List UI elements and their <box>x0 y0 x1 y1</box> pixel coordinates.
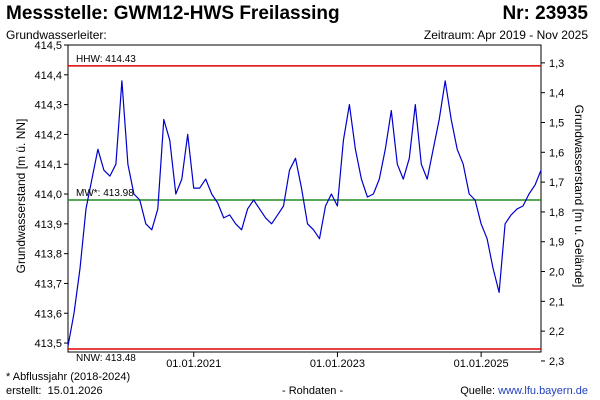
station-number: Nr: 23935 <box>502 3 588 24</box>
raw-data-label: - Rohdaten - <box>282 385 344 397</box>
y-tick-label-right: 1,3 <box>549 58 564 70</box>
y-tick-label-right: 1,6 <box>549 147 564 159</box>
aquifer-label: Grundwasserleiter: <box>6 28 107 42</box>
y-tick-label-right: 1,9 <box>549 237 564 249</box>
x-tick-label: 01.01.2023 <box>310 358 365 370</box>
y-tick-label-left: 414,2 <box>34 129 62 141</box>
y-tick-label-right: 1,8 <box>549 207 564 219</box>
source-label: Quelle: <box>460 385 496 397</box>
y-tick-label-left: 414,3 <box>34 100 62 112</box>
y-tick-label-right: 2,2 <box>549 326 564 338</box>
series-line-0 <box>67 80 542 347</box>
y-tick-label-left: 413,9 <box>34 219 62 231</box>
period-label: Zeitraum: Apr 2019 - Nov 2025 <box>423 28 588 42</box>
y-tick-label-left: 414,0 <box>34 189 62 201</box>
created-date: 15.01.2026 <box>47 385 103 397</box>
nnw-label: NNW: 413.48 <box>76 353 136 364</box>
created-label: erstellt: <box>6 385 42 397</box>
hhw-label: HHW: 414.43 <box>76 54 136 65</box>
y-tick-label-right: 2,3 <box>549 356 564 368</box>
series-layer <box>67 80 542 347</box>
y-tick-label-right: 2,1 <box>549 296 564 308</box>
source-info: Quelle: www.lfu.bayern.de <box>460 385 588 397</box>
y-tick-label-left: 413,7 <box>34 278 62 290</box>
reference-lines: HHW: 414.43 MW*: 413.98 NNW: 413.48 <box>68 54 541 364</box>
created-info: erstellt: 15.01.2026 <box>6 385 103 397</box>
plot-frame <box>67 44 542 353</box>
y-axis-label-right: Grundwasserstand [m u. Gelände] <box>572 105 586 288</box>
y-tick-label-right: 1,5 <box>549 117 564 129</box>
plot-area <box>67 44 542 353</box>
y-axis-label-left: Grundwasserstand [m ü. NN] <box>14 119 28 274</box>
y-tick-label-left: 414,5 <box>34 40 62 52</box>
y-tick-label-right: 1,7 <box>549 177 564 189</box>
y-tick-label-right: 2,0 <box>549 267 564 279</box>
y-tick-label-left: 414,4 <box>34 70 62 82</box>
y-tick-label-left: 413,6 <box>34 308 62 320</box>
page-title: Messstelle: GWM12-HWS Freilassing <box>6 3 340 24</box>
x-tick-label: 01.01.2021 <box>166 358 221 370</box>
y-tick-label-left: 413,8 <box>34 249 62 261</box>
source-link[interactable]: www.lfu.bayern.de <box>498 385 588 397</box>
y-tick-label-left: 413,5 <box>34 338 62 350</box>
x-axis: 01.01.2021 01.01.2023 01.01.2025 <box>166 352 509 370</box>
x-tick-label: 01.01.2025 <box>454 358 509 370</box>
y-tick-label-right: 1,4 <box>549 88 564 100</box>
mw-label: MW*: 413.98 <box>76 188 134 199</box>
footnote: * Abflussjahr (2018-2024) <box>6 371 131 383</box>
left-axis: 413,5 413,6 413,7 413,8 413,9 414,0 414,1 414,2… <box>34 40 68 350</box>
y-tick-label-left: 414,1 <box>34 159 62 171</box>
right-axis: 1,3 1,4 1,5 1,6 1,7 1,8 1,9 2,0 2,1 2,2 2,3 <box>541 58 564 368</box>
